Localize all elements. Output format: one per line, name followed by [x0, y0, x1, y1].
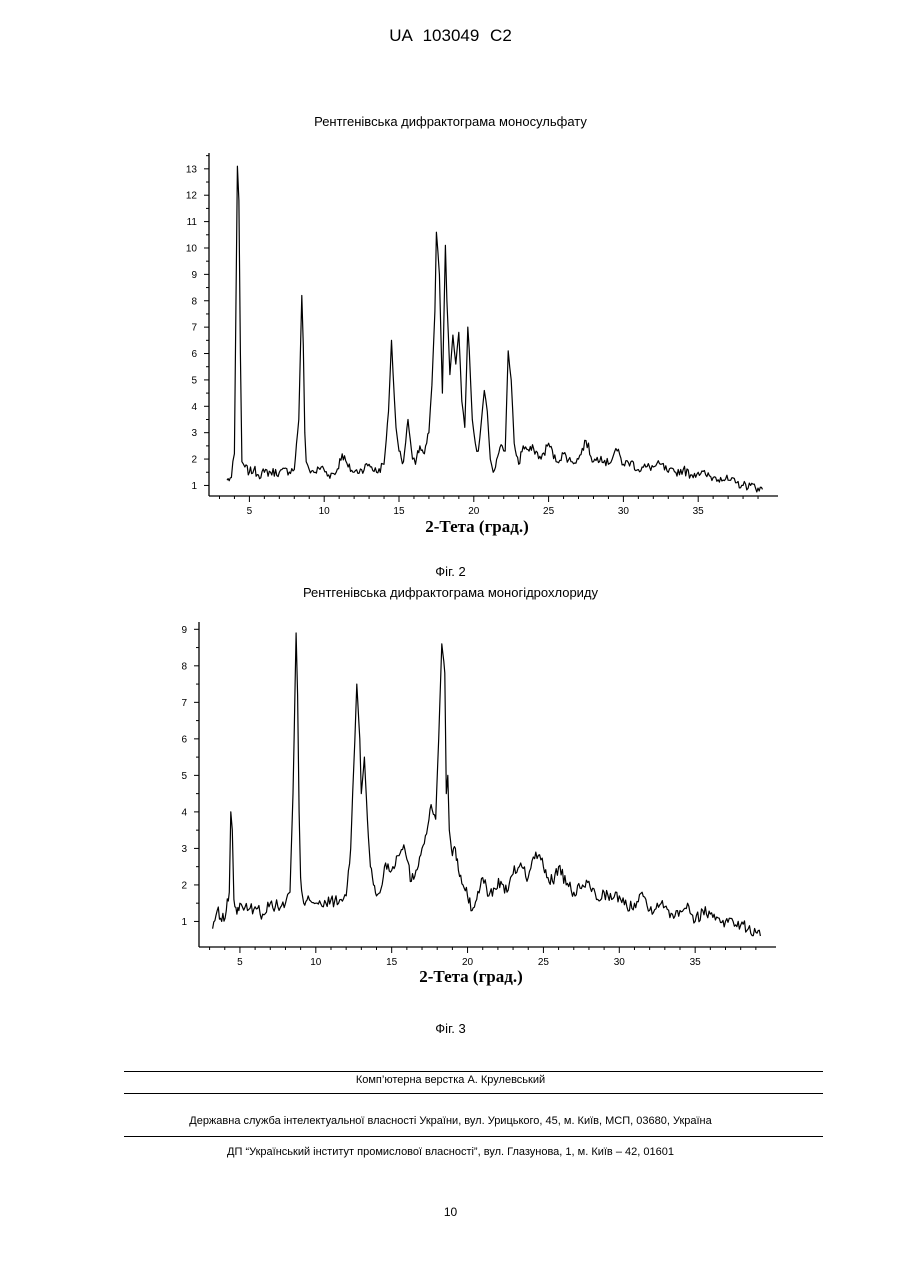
- y-tick-label: 7: [181, 698, 187, 709]
- x-tick-label: 10: [310, 957, 322, 968]
- y-tick-label: 4: [181, 807, 187, 818]
- y-tick-label: 11: [187, 217, 198, 228]
- y-tick-label: 12: [186, 191, 198, 202]
- footer-rule-bottom: [124, 1136, 823, 1137]
- x-axis-label: 2-Тета (град.): [425, 517, 529, 536]
- x-tick-label: 35: [690, 957, 702, 968]
- x-tick-label: 25: [538, 957, 550, 968]
- y-tick-label: 2: [191, 455, 197, 466]
- y-tick-label: 9: [181, 625, 187, 636]
- x-tick-label: 35: [693, 506, 705, 517]
- y-tick-label: 5: [191, 375, 197, 386]
- y-tick-label: 8: [191, 296, 197, 307]
- patent-header: UA 103049 C2: [0, 26, 901, 46]
- y-tick-label: 8: [181, 661, 187, 672]
- footer-rule-top: [124, 1071, 823, 1072]
- x-tick-label: 30: [614, 957, 626, 968]
- x-axis-label: 2-Тета (град.): [419, 967, 523, 986]
- figure-2-title: Рентгенівська дифрактограма моносульфату: [0, 114, 901, 129]
- y-tick-label: 1: [181, 917, 187, 928]
- x-tick-label: 15: [386, 957, 398, 968]
- y-tick-label: 9: [191, 270, 197, 281]
- figure-3-caption: Фіг. 3: [0, 1021, 901, 1036]
- y-tick-label: 13: [186, 164, 198, 175]
- footer-rule-middle: [124, 1093, 823, 1094]
- x-tick-label: 5: [247, 506, 253, 517]
- x-tick-label: 30: [618, 506, 630, 517]
- diffraction-trace: [227, 166, 763, 492]
- x-tick-label: 20: [468, 506, 480, 517]
- x-tick-label: 15: [393, 506, 405, 517]
- figure-2-caption: Фіг. 2: [0, 564, 901, 579]
- y-tick-label: 3: [191, 428, 197, 439]
- y-tick-label: 1: [191, 481, 197, 492]
- figure-2-chart: 1234567891011121351015202530352-Тета (гр…: [0, 145, 901, 545]
- y-tick-label: 5: [181, 771, 187, 782]
- state-service-address: Державна служба інтелектуальної власност…: [0, 1115, 901, 1127]
- y-tick-label: 4: [191, 402, 197, 413]
- x-tick-label: 5: [237, 957, 243, 968]
- page-number: 10: [0, 1205, 901, 1219]
- y-tick-label: 10: [186, 243, 198, 254]
- y-tick-label: 6: [181, 734, 187, 745]
- x-tick-label: 10: [319, 506, 331, 517]
- figure-3-title: Рентгенівська дифрактограма моногідрохло…: [0, 585, 901, 600]
- layout-credit: Комп’ютерна верстка А. Крулевський: [0, 1074, 901, 1086]
- x-tick-label: 25: [543, 506, 555, 517]
- y-tick-label: 6: [191, 349, 197, 360]
- y-tick-label: 2: [181, 880, 187, 891]
- institute-address: ДП “Український інститут промислової вла…: [0, 1146, 901, 1158]
- figure-3-chart: 12345678951015202530352-Тета (град.): [0, 615, 901, 995]
- y-tick-label: 7: [191, 323, 197, 334]
- y-tick-label: 3: [181, 844, 187, 855]
- diffraction-trace: [213, 633, 761, 936]
